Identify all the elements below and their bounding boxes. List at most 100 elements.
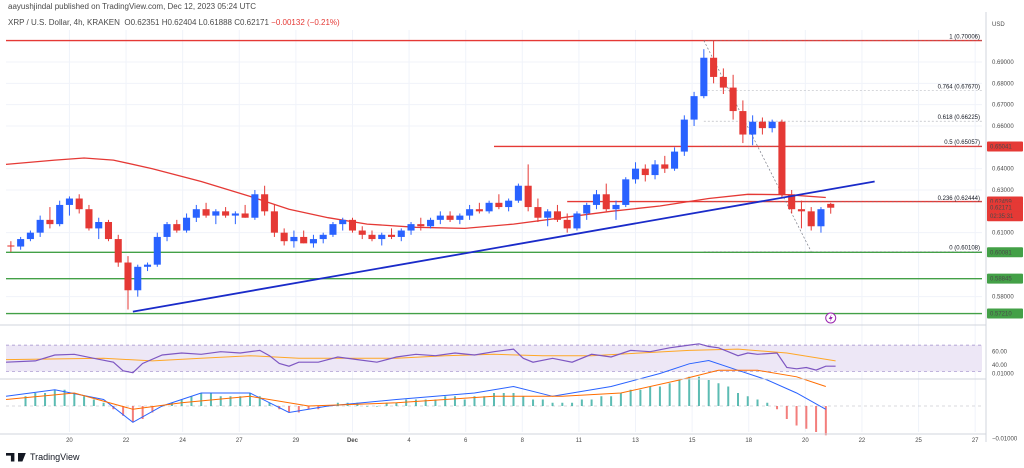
candle[interactable] xyxy=(261,194,269,212)
candle[interactable] xyxy=(710,57,718,77)
candle[interactable] xyxy=(631,168,640,180)
candle[interactable] xyxy=(690,96,698,120)
candle[interactable] xyxy=(651,164,659,176)
candle[interactable] xyxy=(456,215,464,220)
candle[interactable] xyxy=(827,203,835,208)
candle[interactable] xyxy=(124,262,132,291)
candle[interactable] xyxy=(436,215,444,220)
price-tick-label: 0.69000 xyxy=(992,60,1014,66)
candle[interactable] xyxy=(817,209,825,227)
candle[interactable] xyxy=(65,198,73,205)
candle[interactable] xyxy=(622,179,630,205)
candle[interactable] xyxy=(134,266,142,291)
candle[interactable] xyxy=(524,185,532,208)
trend-line[interactable] xyxy=(132,180,875,313)
candle[interactable] xyxy=(739,111,747,135)
candle[interactable] xyxy=(807,211,815,227)
candle[interactable] xyxy=(553,211,561,220)
candle[interactable] xyxy=(56,204,64,225)
candle[interactable] xyxy=(446,215,454,220)
candle[interactable] xyxy=(641,168,649,176)
candle[interactable] xyxy=(114,239,122,263)
candle[interactable] xyxy=(104,222,113,240)
candle[interactable] xyxy=(85,209,93,229)
candle[interactable] xyxy=(729,87,737,112)
candle[interactable] xyxy=(163,224,171,237)
candle[interactable] xyxy=(700,57,708,97)
candle[interactable] xyxy=(680,119,688,152)
candle[interactable] xyxy=(387,234,396,237)
candle[interactable] xyxy=(192,209,200,218)
candle[interactable] xyxy=(212,211,220,216)
macd-histogram-bar xyxy=(34,393,37,406)
candle[interactable] xyxy=(466,209,474,216)
candle[interactable] xyxy=(563,219,571,229)
candle[interactable] xyxy=(505,200,513,208)
macd-histogram-bar xyxy=(122,406,125,416)
candle[interactable] xyxy=(143,264,152,267)
candle[interactable] xyxy=(475,209,483,212)
candle[interactable] xyxy=(378,234,386,240)
candle[interactable] xyxy=(17,239,25,247)
candle[interactable] xyxy=(319,234,327,240)
candle[interactable] xyxy=(46,219,54,225)
candle[interactable] xyxy=(544,211,552,218)
candle[interactable] xyxy=(36,219,44,233)
candle[interactable] xyxy=(583,204,591,214)
macd-histogram-bar xyxy=(815,406,818,432)
candle[interactable] xyxy=(153,236,161,265)
candle[interactable] xyxy=(719,76,727,88)
candle[interactable] xyxy=(75,198,83,210)
candle[interactable] xyxy=(534,207,542,218)
candle[interactable] xyxy=(602,194,610,210)
candle[interactable] xyxy=(358,230,366,235)
candle[interactable] xyxy=(270,211,278,233)
macd-histogram-bar xyxy=(707,380,710,406)
symbol-info: XRP / U.S. Dollar, 4h, KRAKEN O0.62351 H… xyxy=(8,18,340,27)
candle[interactable] xyxy=(778,121,786,195)
price-marker xyxy=(987,211,1023,222)
candle[interactable] xyxy=(251,194,259,218)
macd-histogram-bar xyxy=(336,402,339,406)
candle[interactable] xyxy=(280,232,288,242)
candle[interactable] xyxy=(427,219,435,227)
candle[interactable] xyxy=(241,213,249,218)
candle[interactable] xyxy=(573,213,581,229)
candle[interactable] xyxy=(202,209,210,216)
candle[interactable] xyxy=(758,121,766,129)
macd-histogram-bar xyxy=(688,376,691,406)
candle[interactable] xyxy=(485,202,493,212)
candle[interactable] xyxy=(797,209,805,212)
candle[interactable] xyxy=(661,164,669,169)
candle[interactable] xyxy=(7,245,15,247)
candle[interactable] xyxy=(26,232,34,240)
candle[interactable] xyxy=(514,185,522,201)
macd-histogram-bar xyxy=(190,396,193,406)
candle[interactable] xyxy=(290,236,298,242)
candle[interactable] xyxy=(95,222,103,229)
candle[interactable] xyxy=(300,236,308,244)
candle[interactable] xyxy=(339,219,347,225)
candle[interactable] xyxy=(183,217,191,231)
candle[interactable] xyxy=(671,151,679,169)
price-marker-label: 0.62459 xyxy=(990,200,1012,206)
candle[interactable] xyxy=(788,194,796,210)
candle[interactable] xyxy=(348,219,357,231)
candle[interactable] xyxy=(417,224,425,227)
candle[interactable] xyxy=(495,202,503,208)
candle[interactable] xyxy=(309,239,317,244)
candle[interactable] xyxy=(173,224,181,231)
candle[interactable] xyxy=(612,204,620,210)
candle[interactable] xyxy=(397,230,405,237)
candle[interactable] xyxy=(222,211,230,216)
candle[interactable] xyxy=(592,194,601,205)
candle[interactable] xyxy=(329,224,337,235)
candle[interactable] xyxy=(749,121,757,135)
macd-histogram-bar xyxy=(697,376,700,406)
candle[interactable] xyxy=(768,121,776,129)
candle[interactable] xyxy=(407,224,415,231)
candle[interactable] xyxy=(231,213,239,216)
candle[interactable] xyxy=(368,234,376,240)
